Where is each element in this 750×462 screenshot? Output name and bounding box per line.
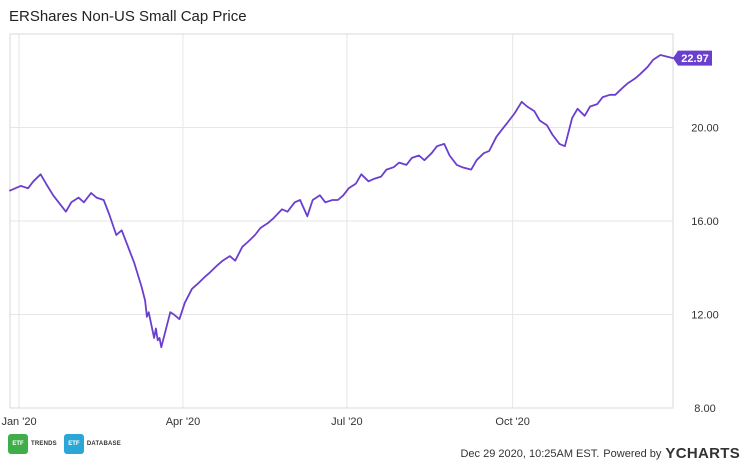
y-axis-ticks: 8.00 12.00 16.00 20.00	[691, 123, 719, 416]
x-axis-ticks: Jan '20 Apr '20 Jul '20 Oct '20	[1, 416, 529, 428]
grid-lines	[10, 34, 673, 409]
etf-database-logo-badge: ETF	[63, 434, 84, 454]
x-tick-label: Apr '20	[166, 416, 201, 428]
x-tick-label: Jul '20	[331, 416, 362, 428]
etf-trends-logo-text: TRENDS	[31, 441, 57, 447]
plot-frame	[9, 33, 674, 409]
y-tick-label: 12.00	[691, 310, 719, 322]
x-tick-label: Jan '20	[1, 416, 36, 428]
footer-logos: ETF TRENDS ETF DATABASE	[8, 434, 125, 454]
etf-database-logo-text: DATABASE	[86, 441, 121, 447]
last-value-label: 22.97	[681, 53, 709, 65]
chart-footer: Dec 29 2020, 10:25AM EST. Powered by YCH…	[460, 445, 740, 462]
y-tick-label: 20.00	[691, 123, 719, 135]
last-value-marker	[673, 50, 712, 66]
footer-timestamp: Dec 29 2020, 10:25AM EST.	[460, 447, 600, 460]
footer-powered-by: Powered by	[603, 447, 662, 460]
plot-area-border	[9, 33, 674, 409]
ycharts-logo[interactable]: YCHARTS	[665, 445, 740, 462]
last-value-marker-layer: 22.97	[673, 50, 712, 66]
x-tick-label: Oct '20	[495, 416, 530, 428]
chart-title: ERShares Non-US Small Cap Price	[9, 8, 247, 25]
etf-trends-logo-badge: ETF	[8, 434, 28, 454]
y-tick-label: 16.00	[691, 216, 719, 228]
price-series-line	[9, 54, 674, 349]
series-layer	[9, 54, 674, 349]
y-tick-label: 8.00	[694, 403, 715, 415]
